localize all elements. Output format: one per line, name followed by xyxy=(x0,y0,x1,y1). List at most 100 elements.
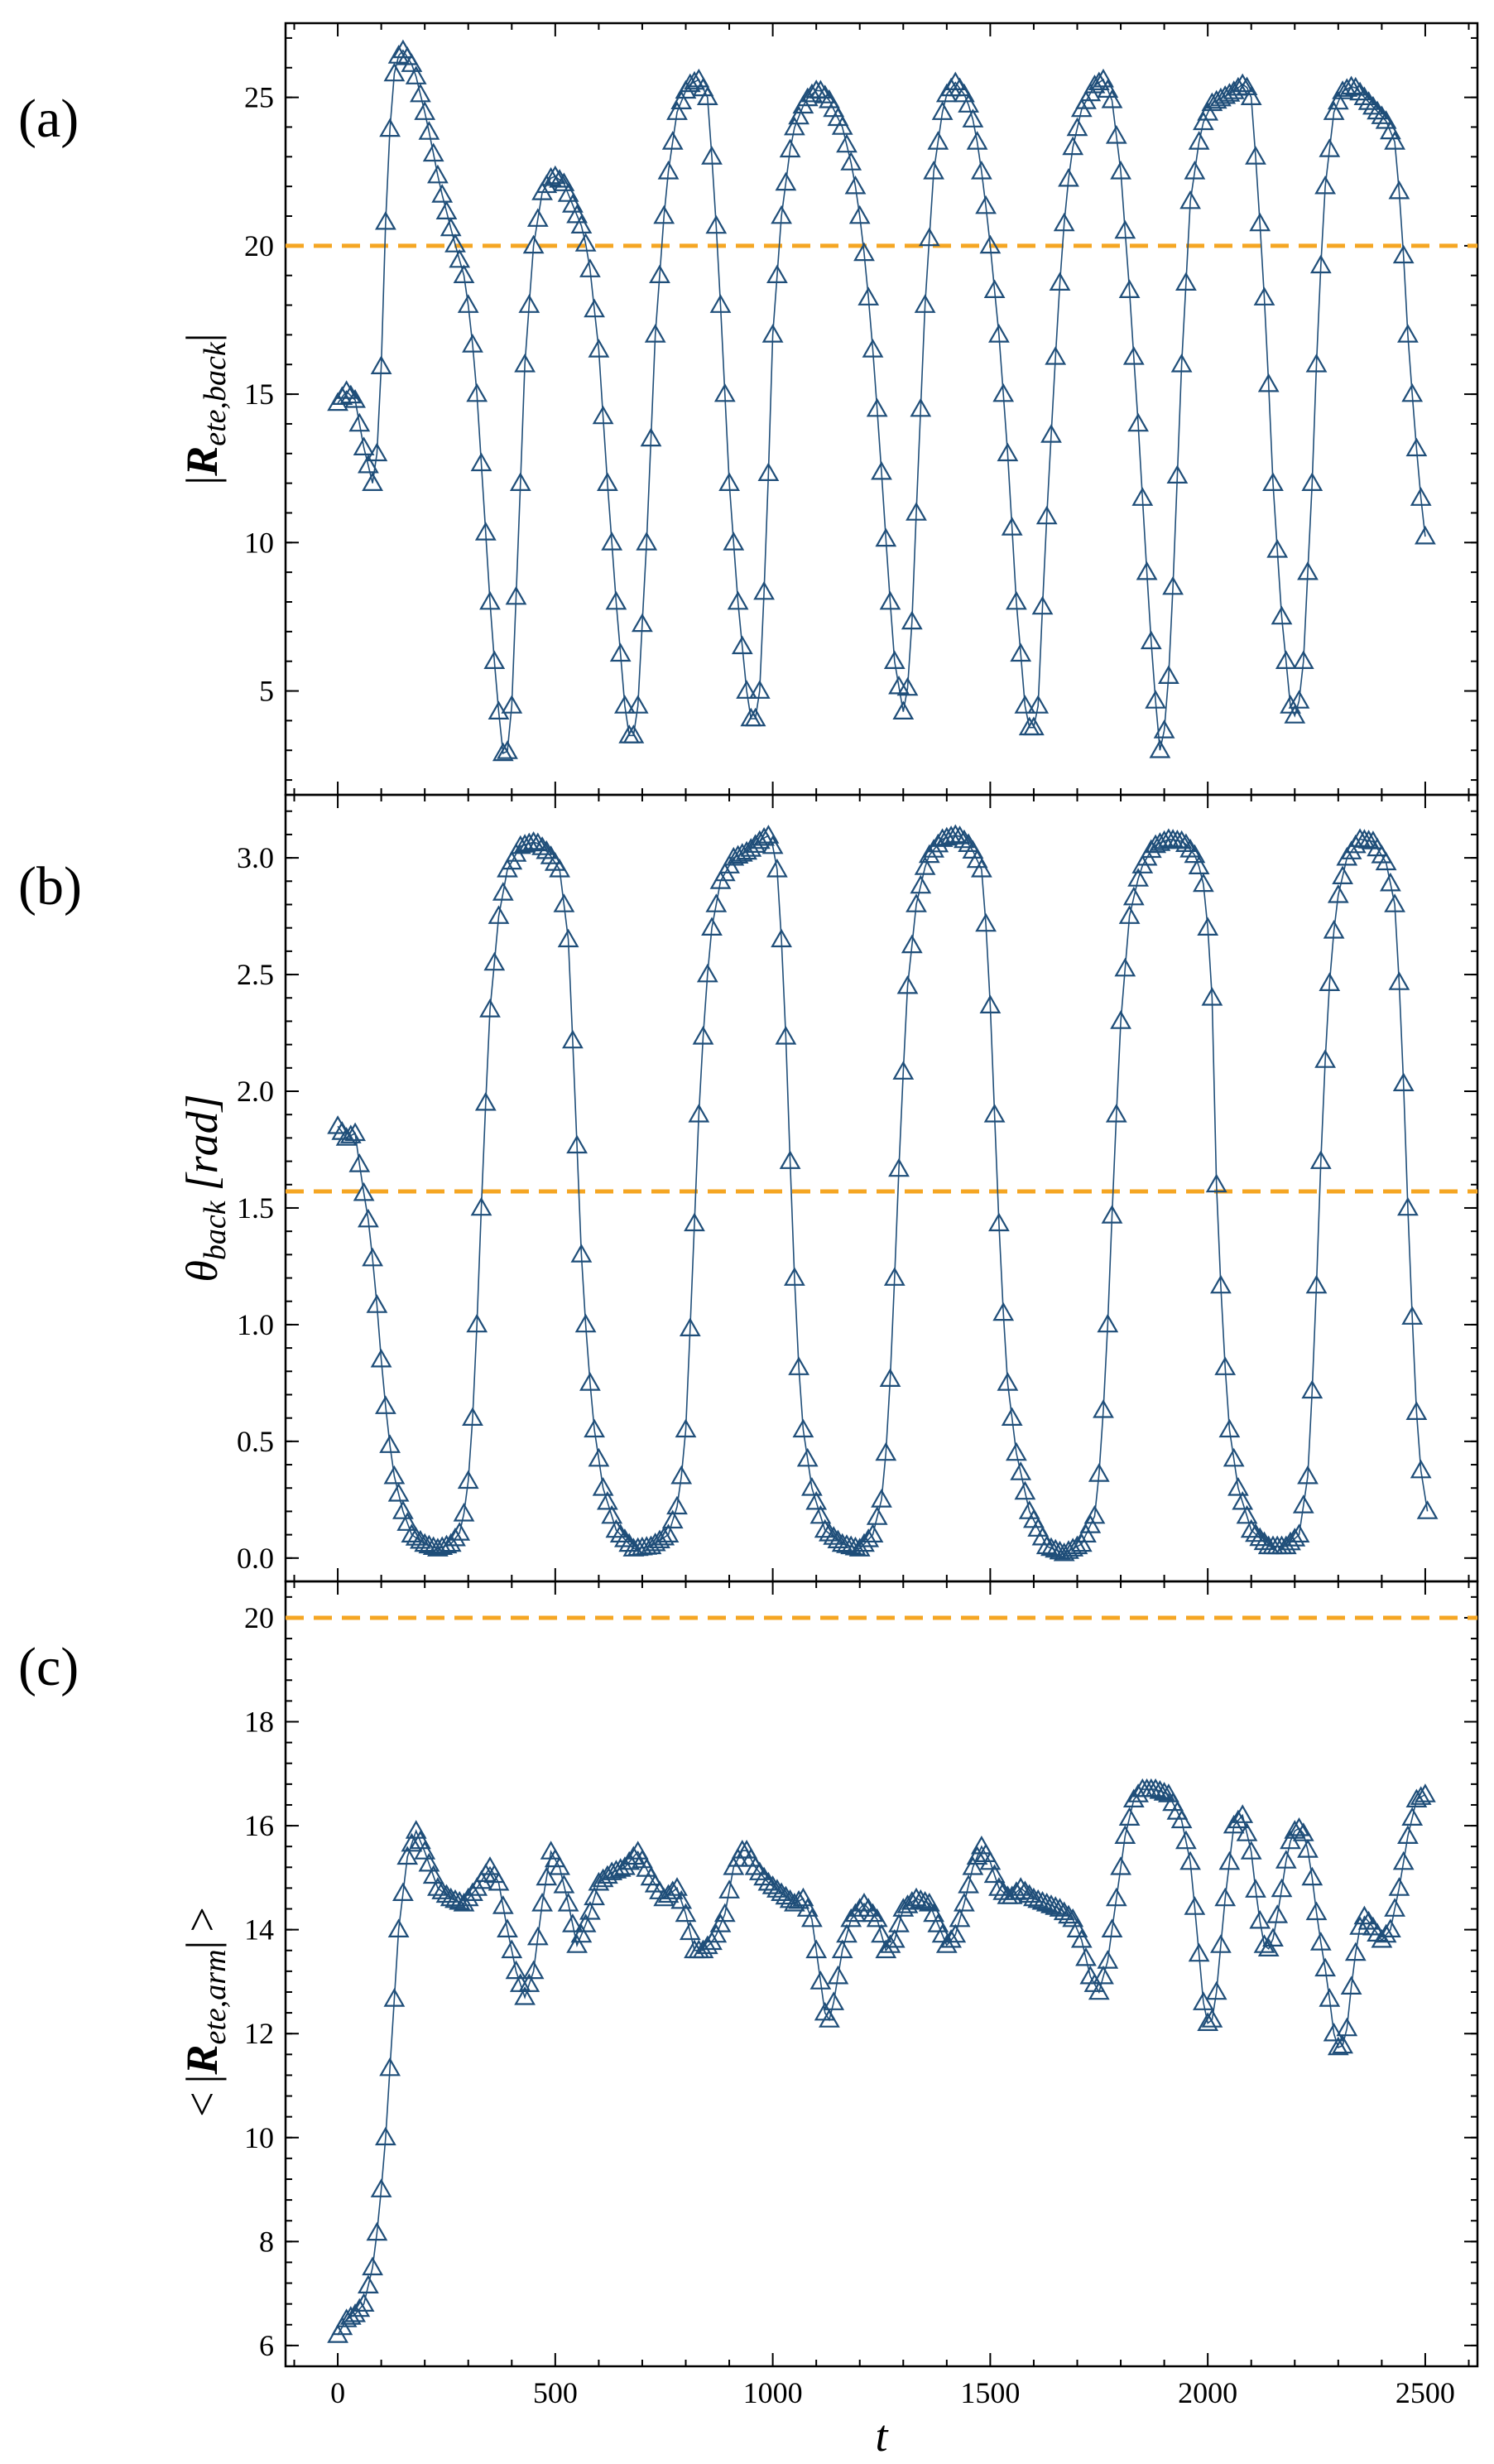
series-line xyxy=(337,49,1426,754)
data-point xyxy=(1140,630,1162,650)
panel-c-ylabel-bar-left: | xyxy=(177,2075,227,2084)
data-point xyxy=(383,1465,406,1485)
data-point xyxy=(1027,695,1050,714)
data-point xyxy=(1257,1937,1280,1956)
data-point xyxy=(1314,1957,1336,1977)
data-point xyxy=(509,835,531,854)
data-point xyxy=(1097,1950,1119,1969)
data-point xyxy=(640,427,662,447)
data-point xyxy=(914,294,936,313)
y-tick-label: 2.0 xyxy=(237,1075,274,1108)
data-point xyxy=(983,1864,1006,1884)
data-point xyxy=(1319,138,1341,157)
data-point xyxy=(1070,1928,1093,1948)
data-point xyxy=(906,1887,927,1907)
data-point xyxy=(609,1523,632,1543)
data-point xyxy=(1271,1878,1293,1898)
data-point xyxy=(1301,472,1323,492)
data-point xyxy=(574,233,597,252)
data-point xyxy=(440,1887,462,1907)
data-point xyxy=(958,1874,979,1894)
data-point xyxy=(1175,1830,1197,1850)
y-tick-label: 15 xyxy=(244,378,274,411)
data-point xyxy=(1253,1934,1275,1953)
data-point xyxy=(1193,873,1214,893)
data-point xyxy=(353,436,375,456)
data-point xyxy=(1101,89,1123,108)
data-point xyxy=(549,169,570,188)
y-tick-label: 20 xyxy=(244,229,274,262)
data-point xyxy=(892,1898,915,1917)
data-point xyxy=(526,208,549,227)
data-point xyxy=(831,116,853,135)
data-point xyxy=(1349,1916,1371,1935)
data-point xyxy=(339,1124,362,1143)
data-point xyxy=(844,175,867,195)
data-point xyxy=(1014,1880,1036,1899)
data-point xyxy=(1105,124,1127,144)
data-point xyxy=(666,1877,688,1896)
data-point xyxy=(853,242,875,262)
data-point xyxy=(1388,971,1410,990)
data-point xyxy=(923,839,944,858)
data-point xyxy=(636,532,658,551)
data-point xyxy=(862,1903,884,1923)
data-point xyxy=(649,1529,670,1549)
data-point xyxy=(866,397,888,417)
data-point xyxy=(1240,1841,1262,1860)
data-point xyxy=(944,1923,967,1943)
data-point xyxy=(966,1846,988,1865)
data-point xyxy=(618,1850,641,1870)
data-point xyxy=(1327,883,1349,903)
data-point xyxy=(906,502,927,521)
data-point xyxy=(670,90,693,109)
data-point xyxy=(1292,1494,1314,1514)
panel-c-ylabel-suffix: > xyxy=(177,1907,227,1932)
data-point xyxy=(935,826,958,846)
data-point xyxy=(1245,146,1266,165)
data-point xyxy=(988,324,1010,343)
data-point xyxy=(1332,80,1353,99)
data-point xyxy=(1014,1480,1036,1500)
panel-b-ticks: 0.0 0.5 1.0 1.5 2.0 2.5 3.0 xyxy=(237,795,1477,1581)
data-point xyxy=(1122,886,1145,906)
data-point xyxy=(1110,1856,1131,1875)
data-point xyxy=(1197,2012,1219,2031)
data-point xyxy=(883,1928,906,1948)
panel-b-series xyxy=(327,824,1439,1562)
data-point xyxy=(1353,86,1376,106)
data-point xyxy=(348,412,371,432)
data-point xyxy=(440,217,462,237)
panel-a-label: (a) xyxy=(18,89,79,149)
data-point xyxy=(1336,2017,1358,2037)
data-point xyxy=(1249,1909,1271,1929)
data-point xyxy=(954,83,975,103)
data-point xyxy=(1110,160,1131,180)
data-point xyxy=(427,1538,449,1557)
data-point xyxy=(470,1196,492,1216)
data-point xyxy=(1292,1822,1314,1841)
data-point xyxy=(675,1418,697,1438)
data-point xyxy=(632,613,653,633)
y-tick-label: 25 xyxy=(244,81,274,114)
data-point xyxy=(457,294,479,313)
panel-c-ticks: 6 8 10 12 14 16 18 20 xyxy=(244,1581,1477,2367)
data-point xyxy=(335,380,358,399)
data-point xyxy=(1327,2036,1349,2056)
data-point xyxy=(1118,905,1141,924)
data-point xyxy=(1288,690,1310,709)
data-point xyxy=(1288,1817,1310,1836)
data-point xyxy=(696,1935,718,1955)
data-point xyxy=(492,1895,514,1914)
data-point xyxy=(657,1884,680,1903)
data-point xyxy=(627,695,649,714)
data-point xyxy=(923,1903,944,1923)
data-point xyxy=(1353,1905,1376,1925)
data-point xyxy=(888,1157,910,1177)
data-point xyxy=(1327,90,1349,110)
data-point xyxy=(1380,120,1401,140)
data-point xyxy=(1058,1904,1079,1924)
data-point xyxy=(418,1852,440,1872)
data-point xyxy=(1035,1535,1058,1555)
data-point xyxy=(366,442,388,462)
